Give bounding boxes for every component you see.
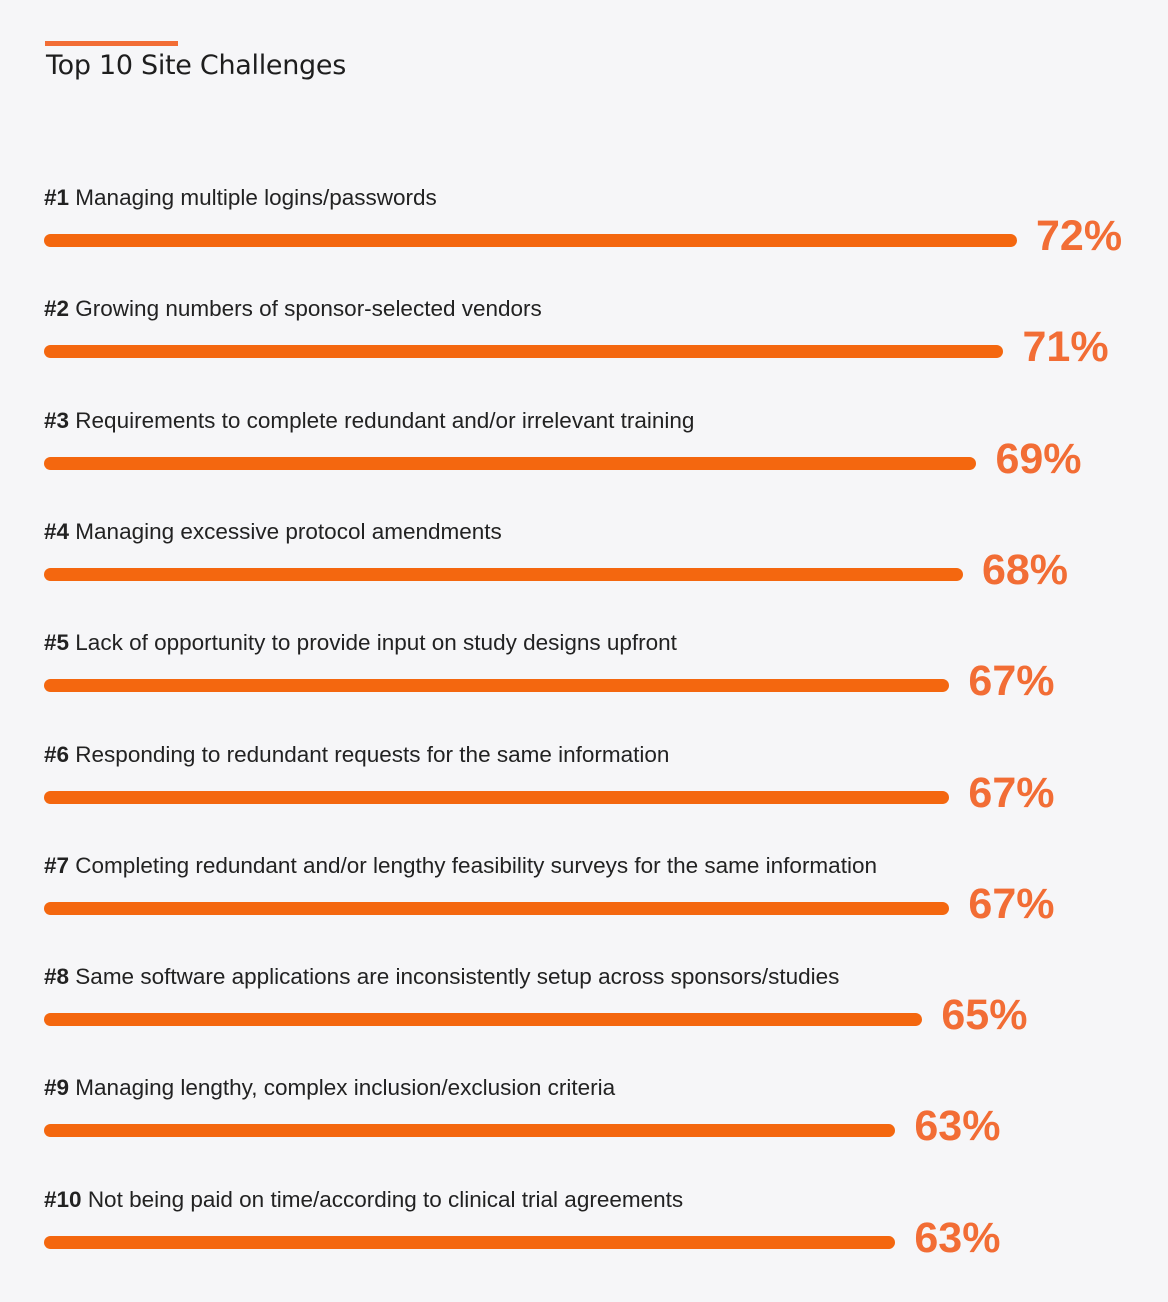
value-label: 63% bbox=[914, 1213, 1001, 1262]
bar bbox=[44, 790, 950, 804]
challenge-text: Requirements to complete redundant and/o… bbox=[75, 407, 695, 433]
bar bbox=[44, 679, 950, 693]
challenge-text: Managing excessive protocol amendments bbox=[75, 518, 502, 544]
bar-row: #6 Responding to redundant requests for … bbox=[0, 742, 1168, 842]
rank-label: #2 bbox=[44, 296, 70, 322]
bar-label: #6 Responding to redundant requests for … bbox=[44, 742, 669, 768]
value-label: 72% bbox=[1036, 212, 1123, 260]
bar-row: #10 Not being paid on time/according to … bbox=[0, 1187, 1168, 1287]
challenge-text: Not being paid on time/according to clin… bbox=[87, 1186, 684, 1212]
bar bbox=[44, 234, 1017, 247]
value-label: 65% bbox=[941, 991, 1028, 1040]
bar bbox=[44, 1124, 896, 1138]
challenge-text: Same software applications are inconsist… bbox=[75, 964, 840, 990]
bar-label: #5 Lack of opportunity to provide input … bbox=[44, 630, 677, 656]
bar-label: #3 Requirements to complete redundant an… bbox=[44, 408, 694, 434]
bar bbox=[44, 1235, 896, 1249]
bar-row: #1 Managing multiple logins/passwords 72% bbox=[0, 185, 1168, 285]
challenge-text: Completing redundant and/or lengthy feas… bbox=[75, 852, 877, 878]
challenge-text: Responding to redundant requests for the… bbox=[75, 741, 670, 767]
bar bbox=[44, 456, 977, 470]
rank-label: #5 bbox=[44, 630, 70, 656]
rank-label: #7 bbox=[44, 852, 70, 878]
bar-label: #8 Same software applications are incons… bbox=[44, 964, 839, 990]
rank-label: #3 bbox=[44, 407, 70, 433]
bar-row: #8 Same software applications are incons… bbox=[0, 964, 1168, 1064]
rank-label: #1 bbox=[44, 185, 70, 210]
bar-row: #5 Lack of opportunity to provide input … bbox=[0, 630, 1168, 730]
value-label: 68% bbox=[981, 545, 1069, 594]
bar-label: #1 Managing multiple logins/passwords bbox=[44, 185, 437, 211]
challenge-text: Managing multiple logins/passwords bbox=[75, 185, 437, 210]
rank-label: #9 bbox=[44, 1075, 70, 1101]
bar-row: #9 Managing lengthy, complex inclusion/e… bbox=[0, 1075, 1168, 1175]
rank-label: #6 bbox=[44, 741, 70, 767]
challenge-text: Lack of opportunity to provide input on … bbox=[75, 630, 677, 656]
bar-row: #2 Growing numbers of sponsor-selected v… bbox=[0, 296, 1168, 396]
value-label: 67% bbox=[968, 879, 1055, 928]
chart-title: Top 10 Site Challenges bbox=[46, 50, 346, 81]
rank-label: #10 bbox=[44, 1186, 82, 1212]
bar-label: #10 Not being paid on time/according to … bbox=[44, 1187, 683, 1213]
bar-row: #4 Managing excessive protocol amendment… bbox=[0, 519, 1168, 619]
rank-label: #4 bbox=[44, 518, 70, 544]
bar-label: #2 Growing numbers of sponsor-selected v… bbox=[44, 296, 542, 322]
value-label: 71% bbox=[1022, 323, 1109, 372]
value-label: 67% bbox=[968, 768, 1055, 817]
rank-label: #8 bbox=[44, 964, 70, 990]
value-label: 69% bbox=[995, 434, 1082, 483]
bar-label: #4 Managing excessive protocol amendment… bbox=[44, 519, 502, 545]
value-label: 63% bbox=[914, 1102, 1001, 1151]
title-accent-line bbox=[45, 41, 178, 46]
challenge-text: Growing numbers of sponsor-selected vend… bbox=[75, 296, 542, 322]
value-label: 67% bbox=[968, 657, 1055, 706]
bar bbox=[44, 567, 963, 581]
bar bbox=[44, 1013, 923, 1027]
bar-row: #7 Completing redundant and/or lengthy f… bbox=[0, 853, 1168, 953]
bar bbox=[44, 345, 1004, 359]
bar bbox=[44, 901, 950, 915]
challenge-text: Managing lengthy, complex inclusion/excl… bbox=[75, 1075, 616, 1101]
bar-row: #3 Requirements to complete redundant an… bbox=[0, 408, 1168, 508]
bar-label: #9 Managing lengthy, complex inclusion/e… bbox=[44, 1075, 615, 1101]
bar-label: #7 Completing redundant and/or lengthy f… bbox=[44, 853, 877, 879]
